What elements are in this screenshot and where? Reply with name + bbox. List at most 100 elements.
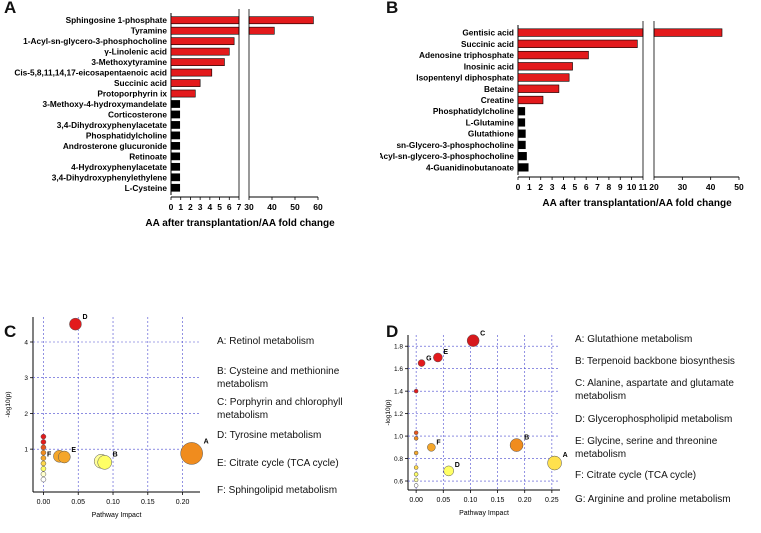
category-label: Protoporphyrin ix [97, 89, 167, 99]
x-tick-label: 40 [267, 202, 277, 212]
legend-item: A: Glutathione metabolism [575, 334, 693, 345]
legend-item: A: Retinol metabolism [217, 336, 315, 347]
category-label: Succinic acid [114, 78, 167, 88]
bar [170, 110, 181, 119]
x-tick-label: 30 [244, 202, 254, 212]
x-tick-label: 5 [217, 202, 222, 212]
bar-chart-a: Sphingosine 1-phosphateTyramine1-Acyl-sn… [14, 9, 335, 229]
y-axis-title: -log10(p) [5, 391, 12, 417]
y-tick-label: 1.6 [394, 366, 403, 373]
x-tick-label: 1 [527, 182, 532, 192]
data-point [58, 450, 71, 464]
data-point [40, 444, 47, 451]
category-label: 1-Acyl-sn-glycero-3-phosphocholine [23, 36, 167, 46]
x-tick-label: 50 [734, 182, 744, 192]
legend-item: B: Terpenoid backbone biosynthesis [575, 356, 735, 367]
bar [517, 62, 573, 71]
category-label: Retinoate [129, 151, 167, 161]
legend-item: C: Alanine, aspartate and glutamate meta… [575, 378, 734, 402]
point-label: D [82, 314, 87, 321]
category-label: 4-Hydroxyphenylacetate [71, 162, 167, 172]
bar [517, 107, 526, 116]
data-point [40, 466, 47, 472]
bar [517, 73, 570, 82]
x-tick-label: 0.05 [71, 499, 85, 506]
data-point [443, 465, 454, 477]
bar [517, 152, 527, 161]
data-point [413, 465, 419, 470]
bar [517, 50, 589, 60]
category-label: γ-Linolenic acid [104, 47, 167, 57]
y-tick-label: 1.4 [394, 389, 403, 396]
category-label: Phosphatidylcholine [433, 106, 515, 116]
x-tick-label: 2 [538, 182, 543, 192]
bar [170, 183, 181, 192]
bar [170, 68, 213, 77]
x-tick-label: 0 [169, 202, 174, 212]
panel-letter-d: D [386, 322, 399, 341]
x-tick-label: 4 [561, 182, 566, 192]
y-tick-label: 1 [24, 447, 28, 454]
legend-item: F: Sphingolipid metabolism [217, 485, 338, 496]
x-axis-title: Pathway Impact [92, 512, 142, 519]
x-tick-label: 40 [706, 182, 716, 192]
panel-letter-a: A [4, 0, 17, 17]
point-label: C [480, 331, 485, 338]
x-tick-label: 0.05 [436, 497, 450, 504]
bar [170, 37, 235, 46]
y-tick-label: 3 [24, 375, 28, 382]
x-tick-label: 50 [290, 202, 300, 212]
data-point [180, 442, 203, 465]
category-label: Gentisic acid [462, 28, 514, 38]
legend-c: A: Retinol metabolism B: Cysteine and me… [217, 335, 377, 496]
bar [170, 162, 181, 171]
category-label: sn-Glycero-3-phosphocholine [396, 140, 514, 150]
y-tick-label: 0.6 [394, 479, 403, 486]
data-point [433, 352, 443, 363]
x-tick-label: 6 [227, 202, 232, 212]
bar [517, 28, 644, 37]
data-point [40, 460, 47, 467]
legend-item: F: Citrate cycle (TCA cycle) [575, 470, 697, 481]
x-tick-label: 7 [237, 202, 242, 212]
category-label: Androsterone glucuronide [63, 141, 168, 151]
category-label: Adenosine triphosphate [419, 50, 514, 60]
category-label: 3-Methoxy-4-hydroxymandelate [43, 99, 168, 109]
x-tick-label: 0 [516, 182, 521, 192]
category-label: Tyramine [131, 26, 168, 36]
y-tick-label: 1.0 [394, 434, 403, 441]
point-label: F [47, 452, 52, 459]
bar [517, 118, 526, 127]
data-point [413, 472, 419, 477]
bar [170, 100, 181, 108]
category-label: Sphingosine 1-phosphate [66, 15, 168, 25]
x-tick-label: 1 [178, 202, 183, 212]
bar [170, 16, 240, 25]
x-tick-label: 0.20 [518, 497, 532, 504]
x-tick-label: 6 [584, 182, 589, 192]
x-tick-label: 0.00 [409, 497, 423, 504]
point-label: E [71, 447, 76, 454]
category-label: Corticosterone [108, 109, 167, 119]
data-point [413, 477, 419, 483]
x-tick-label: 0.10 [106, 499, 120, 506]
x-tick-label: 3 [550, 182, 555, 192]
data-point [466, 334, 480, 347]
point-label: A [204, 438, 209, 445]
x-tick-label: 30 [678, 182, 688, 192]
y-axis-title: -log10(p) [385, 399, 392, 425]
x-tick-label: 60 [313, 202, 323, 212]
bar [517, 84, 560, 93]
x-tick-label: 20 [649, 182, 659, 192]
bar [248, 16, 314, 25]
category-label: 3-Methoxytyramine [91, 57, 167, 67]
x-tick-label: 8 [607, 182, 612, 192]
bar [170, 131, 181, 140]
x-tick-label: 0.25 [545, 497, 559, 504]
x-tick-label: 0.20 [176, 499, 190, 506]
data-point [40, 439, 47, 445]
panel-letter-b: B [386, 0, 399, 17]
x-tick-label: 11 [639, 182, 648, 192]
scatter-chart-d: 0.00 0.05 0.10 0.15 0.20 0.25 0.6 0.8 1.0 1.2 1.4 1… [385, 331, 568, 517]
y-tick-label: 4 [24, 340, 28, 347]
